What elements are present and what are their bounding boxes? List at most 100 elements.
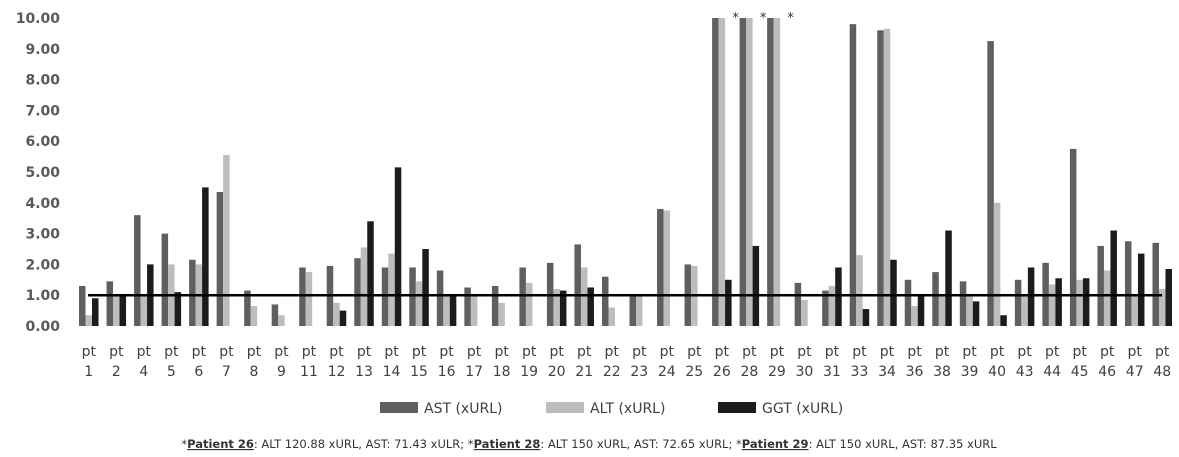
y-tick-label: 5.00: [25, 165, 60, 181]
bar-ggt: [92, 298, 99, 326]
x-tick-label: 43: [1016, 364, 1034, 380]
bar-ast: [904, 279, 912, 326]
x-tick-label: 18: [493, 364, 511, 380]
bar-ggt: [972, 301, 980, 326]
x-tick-prefix: pt: [1045, 344, 1060, 360]
bar-alt: [608, 307, 615, 326]
x-tick-label: 16: [438, 364, 456, 380]
x-tick-label: 12: [328, 364, 346, 380]
legend-swatch: [718, 402, 756, 413]
bar-ast: [1014, 279, 1022, 326]
bar-alt: [663, 210, 671, 326]
bar-ggt: [587, 287, 594, 326]
bar-ast: [354, 258, 361, 326]
x-tick-label: 29: [768, 364, 786, 380]
x-tick-label: 47: [1126, 364, 1144, 380]
x-tick-label: 34: [878, 364, 896, 380]
bar-ggt: [890, 259, 897, 326]
bar-alt: [1048, 284, 1056, 326]
bar-alt: [801, 299, 808, 326]
x-tick-label: 5: [167, 364, 176, 380]
bar-ast: [574, 244, 581, 326]
bar-ggt: [1055, 278, 1062, 326]
bar-ast: [712, 18, 719, 326]
bar-ggt: [1000, 315, 1007, 326]
x-axis: pt 1 pt 2 pt 4 pt 5 pt 6 pt 7 pt 8 pt 9 pt 11 pt 12 pt 13 pt 14…: [82, 344, 1172, 380]
x-tick-prefix: pt: [770, 344, 785, 360]
bar-ggt: [725, 279, 732, 326]
footnote-patient: Patient 26: [187, 437, 254, 451]
bar-alt: [443, 295, 450, 326]
footnote-lead: *: [464, 437, 474, 451]
x-tick-label: 20: [548, 364, 566, 380]
bar-ast: [464, 287, 471, 326]
x-tick-label: 7: [222, 364, 231, 380]
x-tick-label: 1: [84, 364, 93, 380]
bar-ggt: [449, 295, 457, 326]
x-tick-label: 26: [713, 364, 731, 380]
bar-alt: [1158, 289, 1166, 326]
x-tick-label: 39: [961, 364, 979, 380]
bar-alt: [1021, 295, 1028, 326]
bar-ggt: [367, 221, 374, 326]
x-tick-label: 21: [575, 364, 593, 380]
footnote-detail: : ALT 120.88 xURL, AST: 71.43 xULR;: [254, 437, 464, 451]
x-tick-prefix: pt: [274, 344, 289, 360]
footnote-patient: Patient 28: [474, 437, 541, 451]
bar-ggt: [945, 230, 952, 326]
x-tick-label: 38: [933, 364, 951, 380]
bar-alt: [388, 253, 395, 326]
y-tick-label: 0.00: [25, 319, 60, 335]
x-tick-label: 25: [685, 364, 703, 380]
x-tick-label: 28: [740, 364, 758, 380]
bar-alt: [415, 281, 423, 326]
bar-ast: [959, 281, 967, 326]
bar-ast: [79, 285, 86, 326]
bar-ast: [189, 259, 196, 326]
x-tick-label: 4: [139, 364, 148, 380]
x-tick-prefix: pt: [439, 344, 454, 360]
bar-ast: [1069, 148, 1077, 326]
bar-alt: [1103, 270, 1111, 326]
bar-alt: [250, 305, 258, 326]
footnote-detail: : ALT 150 xURL, AST: 87.35 xURL: [809, 437, 998, 451]
x-tick-prefix: pt: [357, 344, 372, 360]
bars: [79, 18, 1172, 327]
x-tick-label: 14: [383, 364, 401, 380]
x-tick-label: 36: [906, 364, 924, 380]
y-tick-label: 4.00: [25, 196, 60, 212]
x-tick-prefix: pt: [384, 344, 399, 360]
bar-ggt: [559, 290, 567, 326]
bar-ggt: [422, 249, 429, 326]
legend-label: ALT (xURL): [590, 401, 665, 417]
bar-alt: [883, 28, 891, 327]
x-tick-label: 44: [1043, 364, 1061, 380]
y-tick-label: 2.00: [25, 257, 60, 273]
x-tick-prefix: pt: [935, 344, 950, 360]
bar-ggt: [1027, 267, 1035, 326]
bar-ast: [932, 272, 939, 326]
x-tick-prefix: pt: [660, 344, 675, 360]
x-tick-prefix: pt: [825, 344, 840, 360]
x-tick-prefix: pt: [164, 344, 179, 360]
legend-label: GGT (xURL): [762, 401, 843, 417]
x-tick-label: 9: [277, 364, 286, 380]
bar-alt: [1131, 295, 1138, 326]
bar-ggt: [119, 295, 127, 326]
footnote-lead: *: [181, 437, 187, 451]
bar-alt: [580, 267, 588, 326]
x-tick-prefix: pt: [880, 344, 895, 360]
x-tick-label: 23: [630, 364, 648, 380]
bar-alt: [498, 302, 505, 326]
bar-alt: [856, 255, 863, 326]
y-axis: 0.00 1.00 2.00 3.00 4.00 5.00 6.00 7.00 8.00 9.00…: [16, 11, 61, 335]
bar-ast: [436, 270, 444, 326]
x-tick-prefix: pt: [687, 344, 702, 360]
bar-alt: [718, 18, 726, 326]
x-tick-prefix: pt: [990, 344, 1005, 360]
bar-alt: [140, 295, 148, 326]
bar-ggt: [202, 187, 209, 326]
footnote-detail: : ALT 150 xURL, AST: 72.65 xURL;: [540, 437, 732, 451]
bar-ast: [491, 285, 499, 326]
